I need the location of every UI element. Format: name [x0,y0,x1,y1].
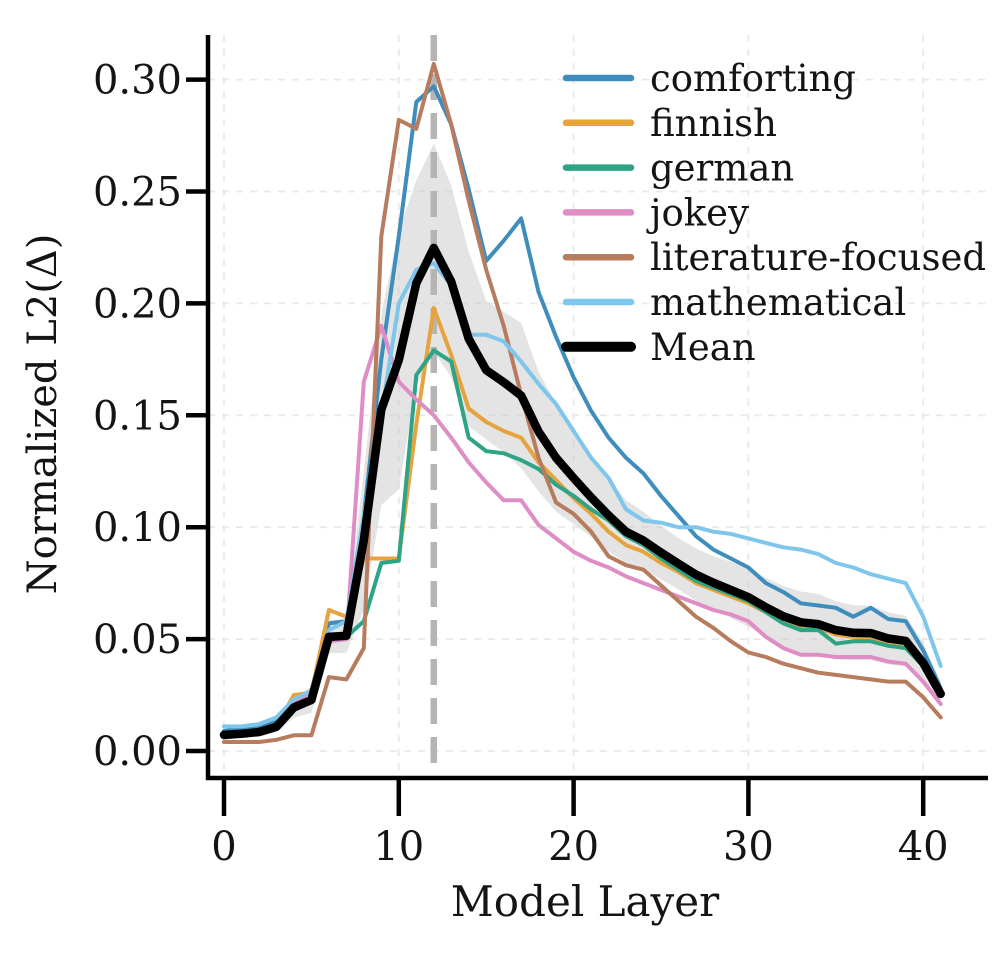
x-tick-label: 40 [898,824,949,870]
y-axis-label: Normalized L2(Δ) [20,234,66,595]
legend-label-finnish: finnish [650,102,777,145]
y-tick-label: 0.05 [93,617,182,663]
series-line-Mean [219,243,945,740]
y-tick-label: 0.15 [93,393,182,439]
series-line-literature-focused [222,61,943,744]
plot-area: 0 10 20 30 40 0.00 0.05 0.10 0.15 0.20 0.25 0.30 com… [93,35,988,870]
x-tick-label: 0 [211,824,236,870]
x-tick-label: 20 [548,824,599,870]
legend: comfortingfinnishgermanjokeyliterature-f… [561,57,986,369]
series-line-german [222,348,943,740]
axis-ticks [186,77,926,816]
x-tick-label: 10 [373,824,424,870]
series-line-mathematical [222,261,943,729]
y-tick-label: 0.10 [93,505,182,551]
y-tick-label: 0.00 [93,729,182,775]
x-tick-label: 30 [723,824,774,870]
legend-label-jokey: jokey [646,191,749,234]
y-tick-label: 0.25 [93,170,182,216]
axes-spines [205,35,988,781]
x-axis-label: Model Layer [451,877,720,926]
y-tick-label: 0.20 [93,281,182,327]
legend-label-mathematical: mathematical [650,281,906,324]
legend-label-literature-focused: literature-focused [650,236,986,279]
legend-label-german: german [650,147,794,190]
y-tick-label: 0.30 [93,58,182,104]
legend-label-Mean: Mean [650,326,756,369]
legend-label-comforting: comforting [650,57,856,100]
